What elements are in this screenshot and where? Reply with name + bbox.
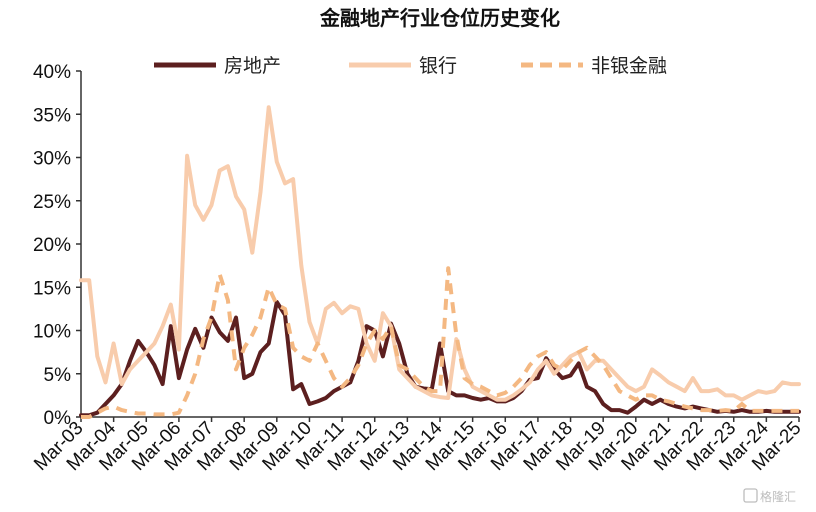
y-tick-label: 0% (44, 408, 72, 429)
watermark: 格隆汇 (743, 488, 796, 504)
series-lines (79, 105, 801, 419)
y-tick-label: 25% (33, 192, 71, 213)
y-tick-label: 5% (44, 365, 72, 386)
legend: 房地产 银行 非银金融 (154, 55, 667, 77)
legend-label-3: 非银金融 (591, 55, 667, 77)
series-line-2 (79, 105, 801, 402)
y-tick-label: 20% (33, 235, 71, 256)
axes: 0%5%10%15%20%25%30%35%40%Mar-03Mar-04Mar… (30, 62, 805, 475)
watermark-text: 格隆汇 (760, 489, 796, 504)
gelonghui-logo-icon (743, 488, 758, 503)
legend-label-2: 银行 (419, 55, 457, 77)
legend-label-1: 房地产 (224, 55, 281, 77)
y-tick-label: 15% (33, 278, 71, 299)
series-line-1 (79, 300, 801, 418)
y-tick-label: 35% (33, 105, 71, 126)
y-tick-label: 10% (33, 322, 71, 343)
chart-title: 金融地产行业仓位历史变化 (319, 6, 560, 30)
y-tick-label: 30% (33, 149, 71, 170)
y-tick-label: 40% (33, 62, 71, 83)
